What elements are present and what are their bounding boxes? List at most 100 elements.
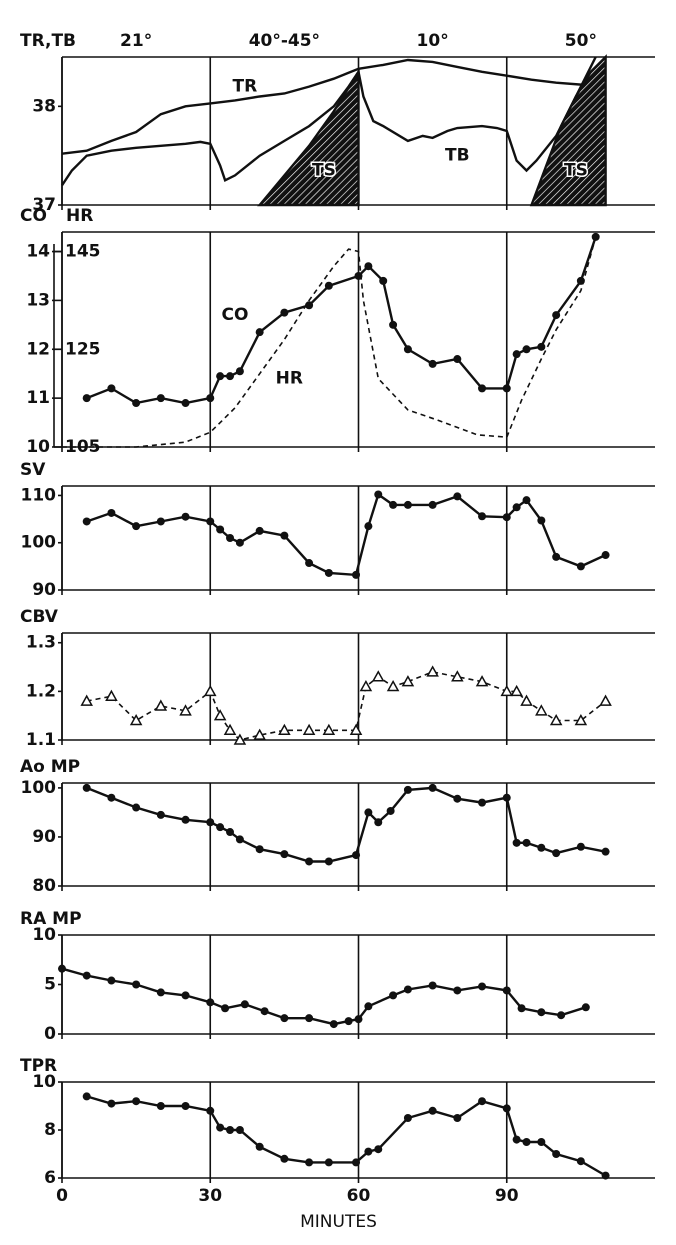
marker xyxy=(107,976,116,985)
marker xyxy=(132,803,141,812)
marker xyxy=(58,964,66,973)
marker xyxy=(156,517,165,526)
marker xyxy=(107,508,116,517)
y-tick-label: 12 xyxy=(26,339,50,359)
marker xyxy=(305,301,314,310)
marker xyxy=(305,1158,314,1167)
y-tick-label: 1.3 xyxy=(26,633,56,653)
marker xyxy=(132,1097,141,1106)
marker xyxy=(278,723,291,736)
marker xyxy=(129,714,143,726)
marker xyxy=(322,723,336,736)
y-tick-label: 6 xyxy=(44,1168,56,1188)
marker xyxy=(181,512,190,521)
annotation: TS xyxy=(564,160,588,180)
marker xyxy=(520,694,533,706)
series-line xyxy=(86,492,607,577)
marker xyxy=(179,704,192,716)
marker xyxy=(235,1126,244,1134)
marker xyxy=(216,372,225,381)
marker xyxy=(305,1014,314,1023)
marker xyxy=(154,699,168,711)
x-tick-label: 30 xyxy=(198,1186,222,1206)
marker xyxy=(206,394,215,403)
marker xyxy=(502,384,511,393)
marker xyxy=(537,1138,546,1146)
marker xyxy=(552,1150,561,1158)
marker xyxy=(576,562,585,571)
x-tick-label: 60 xyxy=(347,1186,371,1206)
series-line xyxy=(61,967,587,1026)
marker xyxy=(549,714,563,726)
annotation: TS xyxy=(312,160,336,180)
marker xyxy=(379,276,388,285)
marker xyxy=(280,308,289,317)
y2-tick-label: 145 xyxy=(65,242,101,262)
marker xyxy=(502,1104,511,1113)
marker xyxy=(403,785,412,794)
phase-label: 40°-45° xyxy=(249,31,320,51)
marker xyxy=(82,394,91,403)
marker xyxy=(255,1142,264,1151)
marker xyxy=(255,845,264,854)
marker xyxy=(260,1007,269,1016)
marker xyxy=(601,847,610,856)
marker xyxy=(329,1020,338,1029)
marker xyxy=(576,842,585,851)
y-tick-label: 100 xyxy=(21,533,57,553)
marker xyxy=(389,320,398,329)
marker xyxy=(226,828,235,837)
x-axis-label: MINUTES xyxy=(300,1212,377,1232)
marker xyxy=(537,342,546,351)
marker xyxy=(132,399,141,408)
marker xyxy=(522,496,531,505)
marker xyxy=(216,1123,225,1132)
marker xyxy=(386,806,395,815)
marker xyxy=(389,500,398,509)
marker xyxy=(451,670,464,682)
marker xyxy=(517,1004,526,1013)
marker xyxy=(552,311,561,320)
marker xyxy=(601,1171,610,1180)
marker xyxy=(386,679,400,692)
marker xyxy=(522,1138,531,1146)
marker xyxy=(371,670,385,682)
marker xyxy=(537,516,546,525)
marker xyxy=(181,1102,190,1110)
y-tick-label: 90 xyxy=(32,827,56,847)
marker xyxy=(581,1003,590,1012)
marker xyxy=(428,500,437,509)
panel-title: Ao MP xyxy=(20,757,80,777)
marker xyxy=(403,500,412,509)
marker xyxy=(502,793,511,802)
marker xyxy=(82,1092,91,1101)
marker xyxy=(428,981,437,990)
marker xyxy=(512,350,521,359)
marker xyxy=(374,818,383,827)
marker xyxy=(305,559,314,568)
marker xyxy=(349,723,363,736)
marker xyxy=(364,522,373,531)
panel-title: SV xyxy=(20,460,46,480)
series-area xyxy=(257,54,607,207)
y-tick-label: 8 xyxy=(44,1120,56,1140)
marker xyxy=(401,675,415,687)
marker xyxy=(156,988,165,997)
marker xyxy=(206,1106,215,1115)
marker xyxy=(364,1147,373,1156)
marker xyxy=(324,281,333,290)
marker xyxy=(107,793,116,802)
annotation: CO xyxy=(221,305,248,325)
marker xyxy=(478,1097,487,1106)
marker xyxy=(181,991,190,1000)
marker xyxy=(226,534,235,542)
marker xyxy=(226,1126,235,1134)
y2-title: HR xyxy=(66,206,93,226)
marker xyxy=(374,1145,383,1154)
marker xyxy=(181,815,190,824)
marker xyxy=(221,1004,230,1013)
marker xyxy=(512,838,521,847)
marker xyxy=(601,551,610,560)
y-tick-label: 1.2 xyxy=(26,681,56,701)
